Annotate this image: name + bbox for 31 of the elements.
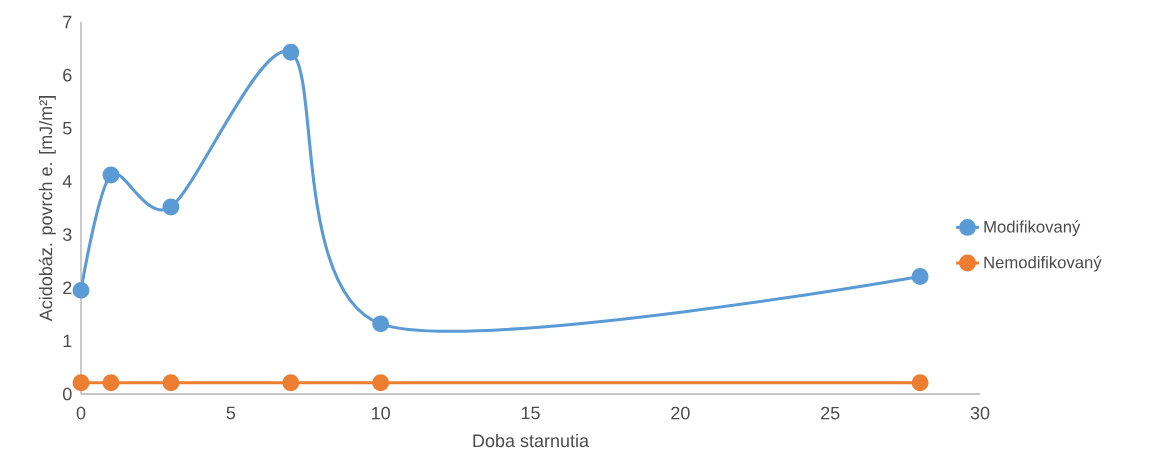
y-tick-label: 4 [62, 175, 72, 188]
point [72, 374, 90, 392]
y-tick-label: 6 [63, 68, 72, 82]
x-tick-label: 10 [372, 406, 390, 420]
point [162, 374, 180, 392]
y-tick-label: 3 [62, 228, 72, 241]
point [911, 374, 929, 392]
y-axis-title: Acidobáz. povrch e. [mJ/m²] [38, 96, 56, 322]
point [282, 374, 300, 392]
y-tick-label: 0 [62, 387, 72, 401]
legend-label: Nemodifikovaný [984, 255, 1102, 272]
x-tick-label: 20 [671, 406, 690, 420]
point [102, 374, 120, 392]
x-tick-label: 0 [76, 406, 86, 420]
point [911, 268, 929, 286]
x-tick-label: 25 [821, 406, 840, 420]
legend-label: Modifikovaný [984, 220, 1081, 236]
x-tick-label: 5 [226, 406, 236, 420]
x-axis-title: Doba starnutia [473, 433, 590, 448]
y-tick-label: 7 [63, 15, 72, 29]
x-tick-label: 30 [970, 406, 990, 420]
point [162, 198, 180, 216]
point [372, 315, 390, 333]
y-tick-label: 5 [62, 122, 72, 135]
point [72, 281, 90, 299]
x-tick-label: 15 [521, 406, 540, 420]
point [372, 374, 390, 392]
point [102, 166, 120, 184]
point [282, 43, 300, 61]
y-tick-label: 2 [63, 281, 72, 294]
y-tick-label: 1 [63, 334, 72, 348]
